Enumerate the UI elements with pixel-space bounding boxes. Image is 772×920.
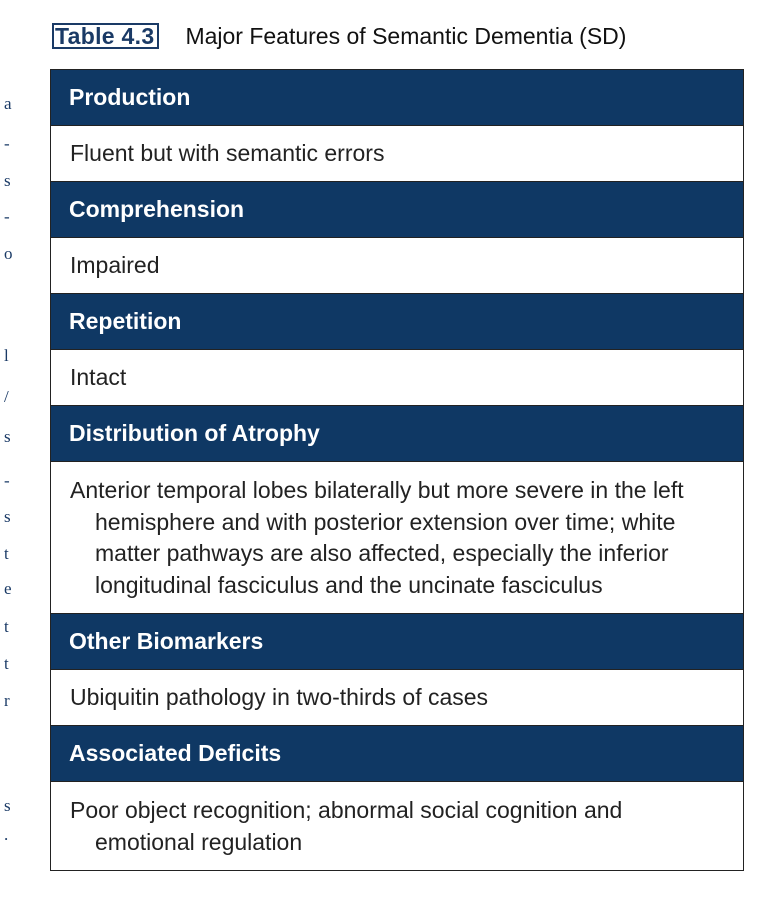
gutter-mark: l — [4, 346, 9, 365]
gutter-mark: r — [4, 691, 10, 710]
gutter-mark: e — [4, 579, 12, 598]
table-title: Major Features of Semantic Dementia (SD) — [185, 22, 627, 49]
row-content-associated-deficits: Poor object recognition; abnormal social… — [51, 782, 743, 870]
row-heading-distribution-of-atrophy: Distribution of Atrophy — [51, 406, 743, 462]
row-heading-associated-deficits: Associated Deficits — [51, 726, 743, 782]
gutter-mark: / — [4, 387, 9, 406]
gutter-mark: s — [4, 507, 11, 526]
row-content-comprehension: Impaired — [51, 238, 743, 294]
row-content-distribution-of-atrophy: Anterior temporal lobes bilaterally but … — [51, 462, 743, 614]
gutter-mark: - — [4, 207, 10, 226]
gutter-mark: o — [4, 244, 13, 263]
row-content-repetition: Intact — [51, 350, 743, 406]
row-content-production: Fluent but with semantic errors — [51, 126, 743, 182]
gutter-mark: s — [4, 171, 11, 190]
features-table: Production Fluent but with semantic erro… — [50, 69, 744, 871]
gutter-mark: a — [4, 94, 12, 113]
row-heading-repetition: Repetition — [51, 294, 743, 350]
table-number-label: Table 4.3 — [52, 23, 160, 49]
gutter-mark: s — [4, 796, 11, 815]
row-heading-production: Production — [51, 70, 743, 126]
row-heading-other-biomarkers: Other Biomarkers — [51, 614, 743, 670]
row-content-other-biomarkers: Ubiquitin pathology in two-thirds of cas… — [51, 670, 743, 726]
gutter-mark: - — [4, 134, 10, 153]
gutter-mark: t — [4, 617, 9, 636]
gutter-mark: t — [4, 654, 9, 673]
row-heading-comprehension: Comprehension — [51, 182, 743, 238]
table-caption: Table 4.3 Major Features of Semantic Dem… — [52, 22, 626, 50]
gutter-mark: t — [4, 544, 9, 563]
adjacent-page-text-fragments: a - s - o l / s - s t e t t r s . — [0, 0, 20, 920]
gutter-mark: s — [4, 427, 11, 446]
gutter-mark: . — [4, 825, 9, 844]
gutter-mark: - — [4, 471, 10, 490]
